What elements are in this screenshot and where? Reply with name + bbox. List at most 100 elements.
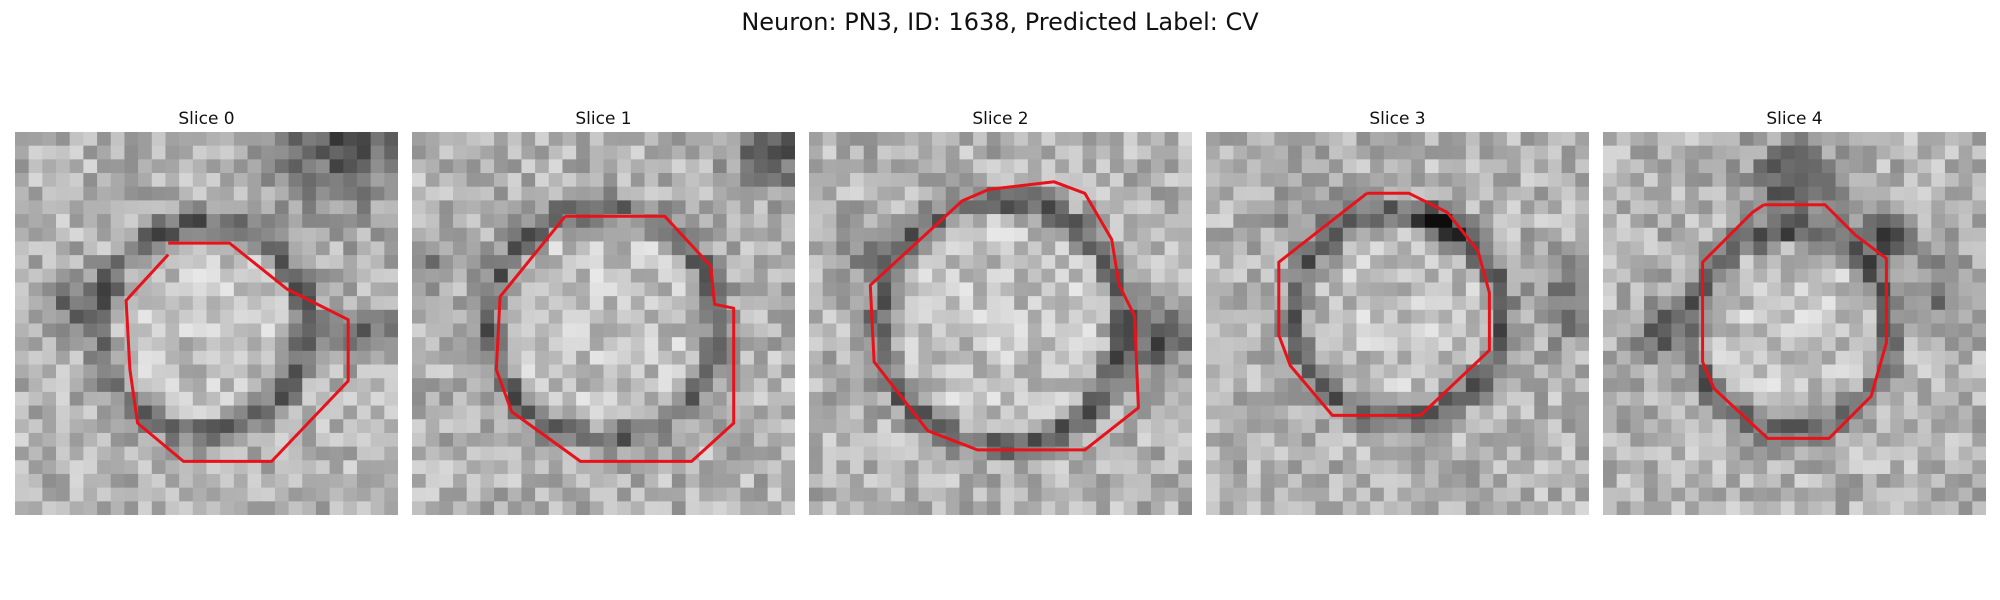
image-pixel (1753, 405, 1768, 420)
image-pixel (1150, 419, 1166, 434)
image-pixel (726, 501, 741, 515)
image-pixel (630, 282, 645, 297)
image-pixel (1301, 145, 1316, 160)
image-pixel (1000, 173, 1015, 188)
image-pixel (822, 501, 837, 515)
image-pixel (1712, 446, 1727, 461)
image-pixel (589, 268, 604, 283)
image-pixel (494, 241, 509, 256)
image-pixel (165, 159, 180, 174)
image-pixel (220, 460, 235, 475)
image-pixel (124, 391, 139, 406)
image-pixel (247, 432, 262, 448)
image-pixel (192, 473, 207, 489)
image-pixel (124, 241, 139, 256)
image-pixel (1944, 145, 1960, 160)
image-pixel (97, 446, 112, 461)
image-pixel (261, 419, 276, 434)
image-pixel (1465, 200, 1480, 215)
image-pixel (973, 159, 988, 174)
image-pixel (1808, 391, 1823, 406)
image-pixel (712, 432, 728, 448)
image-pixel (1014, 227, 1029, 242)
image-pixel (1630, 282, 1645, 297)
image-pixel (329, 473, 344, 489)
image-pixel (658, 200, 673, 215)
image-pixel (370, 405, 385, 420)
image-pixel (1630, 132, 1645, 147)
image-pixel (767, 364, 782, 379)
image-pixel (206, 173, 221, 188)
image-pixel (302, 309, 317, 324)
image-pixel (1561, 214, 1576, 229)
image-pixel (1903, 159, 1919, 174)
image-pixel (1068, 364, 1083, 379)
image-pixel (671, 432, 686, 448)
image-pixel (138, 255, 153, 270)
image-pixel (863, 323, 878, 338)
image-pixel (220, 214, 235, 229)
image-pixel (671, 487, 686, 502)
image-pixel (809, 309, 824, 324)
image-pixel (576, 255, 591, 270)
image-pixel (1794, 446, 1809, 461)
image-pixel (726, 186, 741, 201)
image-pixel (576, 405, 591, 420)
image-pixel (1876, 214, 1891, 229)
image-pixel (1547, 487, 1563, 502)
image-pixel (809, 446, 824, 461)
image-pixel (1027, 309, 1042, 324)
image-pixel (1014, 282, 1029, 297)
image-pixel (412, 268, 427, 283)
image-pixel (699, 350, 714, 365)
image-pixel (480, 268, 495, 283)
image-pixel (767, 214, 782, 229)
image-pixel (1726, 296, 1741, 311)
image-pixel (576, 460, 591, 475)
image-pixel (548, 501, 563, 515)
image-pixel (1958, 255, 1973, 270)
image-pixel (179, 446, 194, 461)
image-pixel (617, 268, 632, 283)
image-pixel (1780, 214, 1795, 229)
image-pixel (425, 145, 440, 160)
image-pixel (1178, 473, 1192, 489)
image-pixel (1561, 268, 1576, 283)
image-pixel (1616, 473, 1631, 489)
image-pixel (1794, 309, 1809, 324)
image-pixel (466, 391, 481, 406)
image-pixel (617, 255, 632, 270)
image-pixel (973, 473, 988, 489)
image-pixel (1657, 214, 1672, 229)
image-pixel (1206, 241, 1221, 256)
image-pixel (343, 323, 358, 338)
image-pixel (151, 296, 166, 311)
image-pixel (69, 391, 84, 406)
image-pixel (138, 501, 153, 515)
image-pixel (1808, 460, 1823, 475)
image-pixel (671, 473, 686, 489)
image-pixel (1068, 378, 1083, 393)
image-pixel (1383, 501, 1398, 515)
image-pixel (1014, 405, 1029, 420)
image-pixel (1383, 282, 1398, 297)
image-pixel (1561, 419, 1576, 434)
image-pixel (1438, 132, 1453, 147)
image-pixel (247, 296, 262, 311)
image-pixel (1903, 268, 1919, 283)
image-pixel (1616, 487, 1631, 502)
image-pixel (480, 159, 495, 174)
image-pixel (877, 227, 892, 242)
image-pixel (699, 405, 714, 420)
image-pixel (1219, 323, 1234, 338)
image-pixel (1944, 337, 1960, 352)
image-pixel (1164, 186, 1179, 201)
image-pixel (1260, 186, 1275, 201)
image-pixel (1958, 186, 1973, 201)
image-pixel (1506, 214, 1522, 229)
image-pixel (15, 255, 30, 270)
image-pixel (1150, 200, 1166, 215)
image-pixel (480, 309, 495, 324)
image-pixel (1479, 337, 1494, 352)
image-pixel (617, 173, 632, 188)
